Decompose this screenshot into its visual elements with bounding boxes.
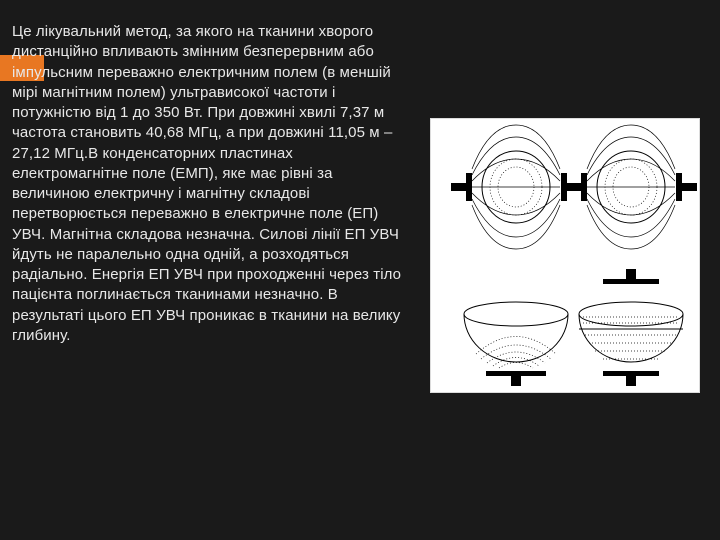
panel-top-right — [566, 125, 697, 249]
panel-top-left — [451, 125, 582, 249]
panel-bottom-left — [464, 302, 568, 386]
panel-bottom-right — [579, 269, 683, 386]
body-paragraph: Це лікувальний метод, за якого на тканин… — [12, 22, 410, 346]
field-lines-svg — [431, 119, 701, 394]
field-lines-figure — [430, 118, 700, 393]
slide: Це лікувальний метод, за якого на тканин… — [0, 0, 720, 540]
